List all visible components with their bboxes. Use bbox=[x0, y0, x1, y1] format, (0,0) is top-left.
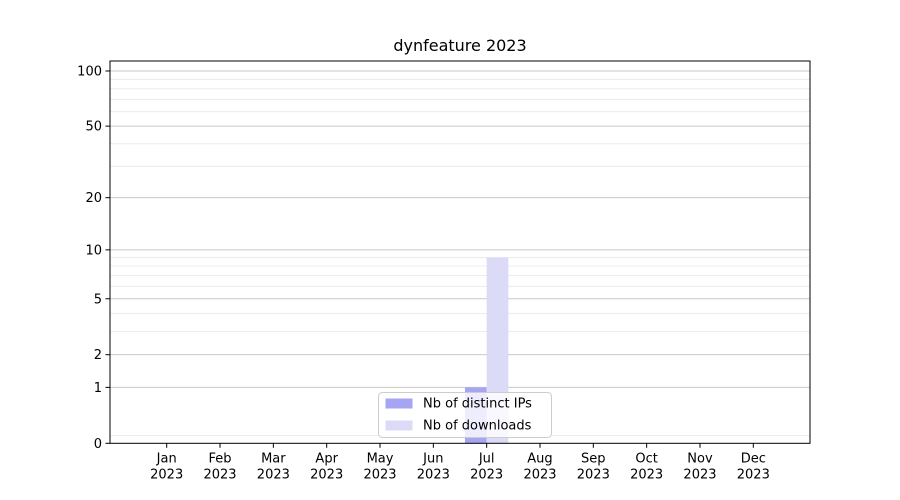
x-tick-month-label: Dec bbox=[741, 452, 766, 467]
x-tick-month-label: Jan bbox=[156, 452, 177, 467]
y-tick-label: 2 bbox=[94, 348, 102, 363]
x-tick-year-label: 2023 bbox=[630, 468, 663, 483]
plot-border bbox=[109, 60, 811, 444]
x-tick-month-label: Mar bbox=[261, 452, 286, 467]
legend-box bbox=[378, 392, 552, 438]
x-tick-year-label: 2023 bbox=[150, 468, 183, 483]
x-tick-month-label: Sep bbox=[581, 452, 606, 467]
y-tick-label: 5 bbox=[94, 292, 102, 307]
legend: Nb of distinct IPs Nb of downloads bbox=[378, 392, 552, 438]
x-tick-month-label: Jul bbox=[478, 452, 495, 467]
x-tick-year-label: 2023 bbox=[363, 468, 396, 483]
x-tick-month-label: May bbox=[367, 452, 394, 467]
x-tick-month-label: Oct bbox=[635, 452, 657, 467]
x-tick-month-label: Jun bbox=[422, 452, 443, 467]
x-tick-year-label: 2023 bbox=[737, 468, 770, 483]
x-tick-year-label: 2023 bbox=[683, 468, 716, 483]
x-tick-year-label: 2023 bbox=[310, 468, 343, 483]
legend-label: Nb of downloads bbox=[423, 419, 532, 434]
y-tick-label: 20 bbox=[85, 191, 102, 206]
y-tick-label: 10 bbox=[85, 243, 102, 258]
legend-swatch bbox=[385, 398, 413, 409]
x-tick-month-label: Apr bbox=[315, 452, 338, 467]
y-tick-label: 100 bbox=[77, 64, 102, 79]
x-tick-month-label: Aug bbox=[527, 452, 552, 467]
x-tick-year-label: 2023 bbox=[470, 468, 503, 483]
x-tick-year-label: 2023 bbox=[523, 468, 556, 483]
x-tick-year-label: 2023 bbox=[203, 468, 236, 483]
legend-label: Nb of distinct IPs bbox=[423, 397, 532, 412]
y-tick-label: 0 bbox=[94, 437, 102, 452]
x-tick-month-label: Nov bbox=[687, 452, 713, 467]
x-tick-month-label: Feb bbox=[209, 452, 232, 467]
axes-layer: 0125102050100Jan2023Feb2023Mar2023Apr202… bbox=[77, 60, 811, 483]
x-tick-year-label: 2023 bbox=[577, 468, 610, 483]
x-tick-year-label: 2023 bbox=[417, 468, 450, 483]
y-tick-label: 50 bbox=[85, 120, 102, 135]
x-tick-year-label: 2023 bbox=[257, 468, 290, 483]
grid-layer bbox=[110, 70, 810, 437]
y-tick-label: 1 bbox=[94, 381, 102, 396]
chart-title: dynfeature 2023 bbox=[393, 36, 526, 55]
legend-swatch bbox=[385, 420, 413, 431]
